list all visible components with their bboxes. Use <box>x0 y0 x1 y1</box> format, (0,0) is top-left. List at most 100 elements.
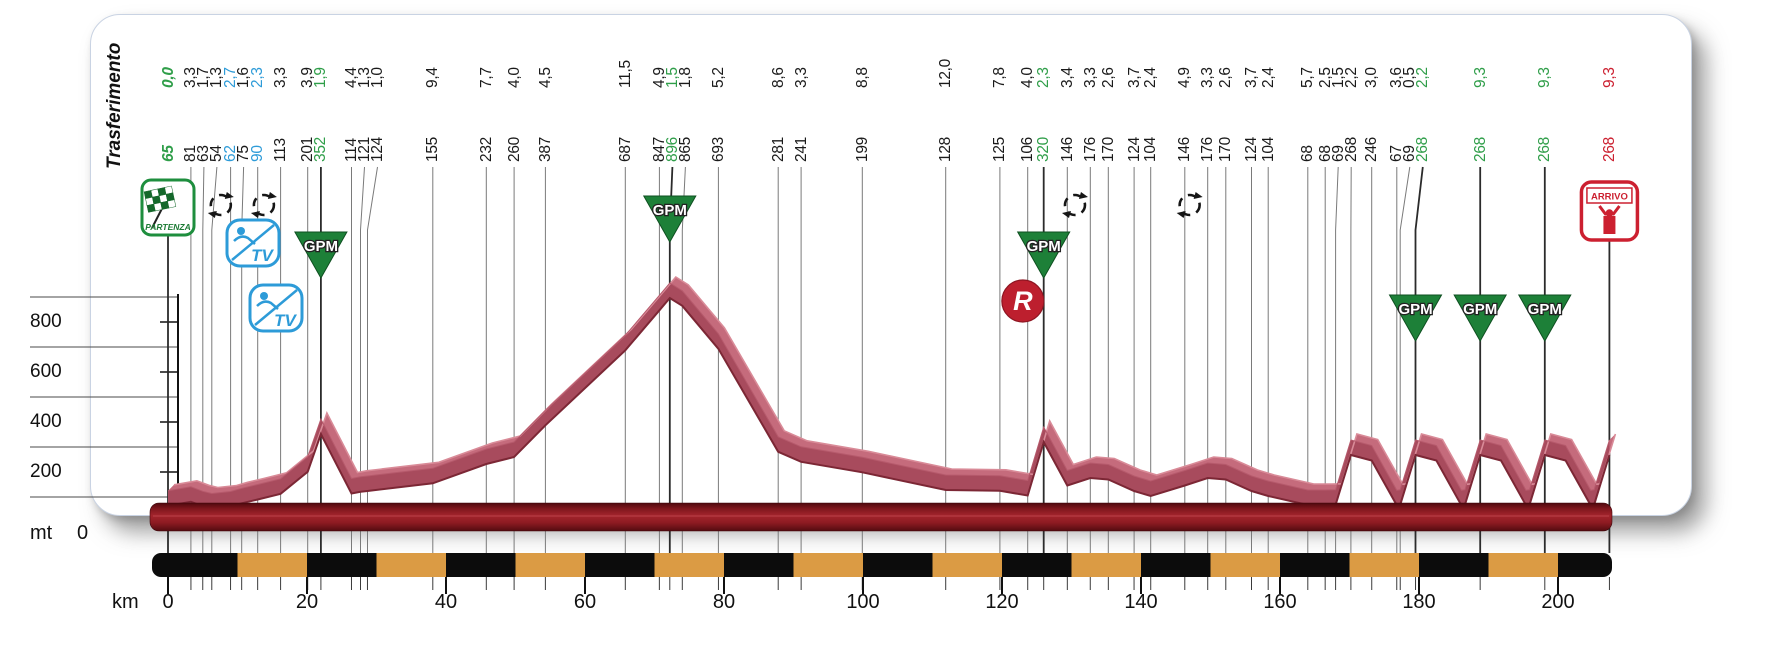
gpm-marker: GPM <box>1517 294 1572 343</box>
elevation-label: 155 <box>424 137 442 162</box>
stripe-block <box>1002 553 1072 577</box>
x-tick-label: 140 <box>1124 591 1158 613</box>
stripe-block <box>446 553 516 577</box>
tv-label: TV <box>251 246 274 265</box>
stripe-block <box>932 553 1002 577</box>
distance-label: 7,8 <box>991 67 1009 88</box>
roundabout-icon <box>250 192 277 218</box>
distance-label: 3,3 <box>272 67 290 88</box>
y-tick-label: 200 <box>30 461 62 482</box>
gpm-marker: GPM <box>642 195 697 244</box>
profile-card <box>90 14 1692 516</box>
elevation-label: 241 <box>792 137 810 162</box>
distance-label: 2,4 <box>1259 67 1277 88</box>
stripe-block <box>1419 553 1489 577</box>
waypoint-line <box>681 166 686 553</box>
stripe-block <box>152 553 238 577</box>
start-icon: PARTENZA <box>140 178 196 237</box>
gpm-label: GPM <box>1027 238 1061 255</box>
elevation-label: 146 <box>1176 137 1194 162</box>
y-tick-label: 800 <box>30 311 62 332</box>
waypoint-line <box>1399 166 1411 553</box>
distance-label: 7,7 <box>477 67 495 88</box>
gpm-label: GPM <box>653 202 687 219</box>
tv-sprint-icon: TV <box>225 218 281 268</box>
stripe-block <box>515 553 585 577</box>
distance-label: 9,3 <box>1471 67 1489 88</box>
distance-label: 4,0 <box>505 67 523 88</box>
elevation-label: 268 <box>1471 137 1489 162</box>
cyclist-icon <box>260 292 268 300</box>
distance-label: 9,4 <box>424 67 442 88</box>
stripe-block <box>1558 553 1612 577</box>
finish-icon: ARRIVO <box>1579 180 1640 242</box>
gpm-marker: GPM <box>294 231 348 280</box>
distance-label: 4,0 <box>1019 67 1037 88</box>
elevation-label: 128 <box>937 137 955 162</box>
distance-label: 2,2 <box>1342 67 1360 88</box>
stripe-block <box>654 553 724 577</box>
gpm-label: GPM <box>304 238 338 255</box>
distance-label: 2,6 <box>1099 67 1117 88</box>
x-tick-label: 100 <box>846 591 880 613</box>
waypoint-line <box>360 166 365 553</box>
base-bar <box>149 502 1613 532</box>
elevation-label: 352 <box>312 137 330 162</box>
distance-label: 3,3 <box>1081 67 1099 88</box>
stripe-block <box>793 553 863 577</box>
distance-label: 2,6 <box>1217 67 1235 88</box>
elevation-label: 90 <box>249 145 267 162</box>
roundabout-icon <box>207 192 234 218</box>
elevation-label: 106 <box>1019 137 1037 162</box>
stripe-block <box>1141 553 1211 577</box>
stripe-block <box>237 553 307 577</box>
elevation-label: 268 <box>1536 137 1554 162</box>
distance-label: 4,9 <box>1176 67 1194 88</box>
profile-ridge-edge <box>167 282 1610 495</box>
elevation-label: 124 <box>1125 137 1143 162</box>
distance-label: 3,3 <box>792 67 810 88</box>
stripe-block <box>376 553 446 577</box>
elevation-label: 687 <box>616 137 634 162</box>
stripe-block <box>585 553 655 577</box>
gpm-label: GPM <box>1398 301 1432 318</box>
x-tick-label: 160 <box>1263 591 1297 613</box>
elevation-label: 146 <box>1058 137 1076 162</box>
transfer-label: Trasferimento <box>104 42 125 169</box>
distance-label: 12,0 <box>937 59 955 88</box>
roundabout-icon <box>1061 192 1088 218</box>
start-label: PARTENZA <box>145 222 191 232</box>
elevation-label: 865 <box>676 137 694 162</box>
elevation-label: 170 <box>1099 137 1117 162</box>
roundabout-icon <box>1176 192 1203 218</box>
stripe-block <box>1280 553 1350 577</box>
elevation-label: 387 <box>536 137 554 162</box>
elevation-label: 124 <box>1243 137 1260 162</box>
cyclist-icon <box>237 227 245 235</box>
distance-label: 0,0 <box>159 67 177 88</box>
distance-label: 2,3 <box>249 67 267 88</box>
distance-label: 3,7 <box>1243 67 1260 88</box>
x-tick-label: 0 <box>162 591 174 613</box>
distance-label: 8,8 <box>853 67 871 88</box>
elevation-label: 68 <box>1299 145 1317 162</box>
distance-label: 1,8 <box>676 67 694 88</box>
elevation-label: 125 <box>991 137 1009 162</box>
elevation-label: 124 <box>368 137 386 162</box>
elevation-label: 246 <box>1363 137 1381 162</box>
profile-top-edge <box>173 275 1617 489</box>
x-tick-label: 180 <box>1402 591 1436 613</box>
stripe-block <box>307 553 377 577</box>
elevation-label: 65 <box>159 145 177 162</box>
gpm-label: GPM <box>1528 301 1562 318</box>
x-axis-unit-label: km <box>112 591 139 613</box>
x-tick-label: 20 <box>295 591 319 613</box>
elevation-label: 199 <box>853 137 871 162</box>
elevation-label: 320 <box>1035 137 1053 162</box>
feed-zone-label: R <box>1013 286 1033 316</box>
gpm-marker: GPM <box>1453 294 1508 343</box>
distance-label: 1,0 <box>368 67 386 88</box>
stripe-block <box>1071 553 1141 577</box>
x-tick-label: 40 <box>434 591 458 613</box>
